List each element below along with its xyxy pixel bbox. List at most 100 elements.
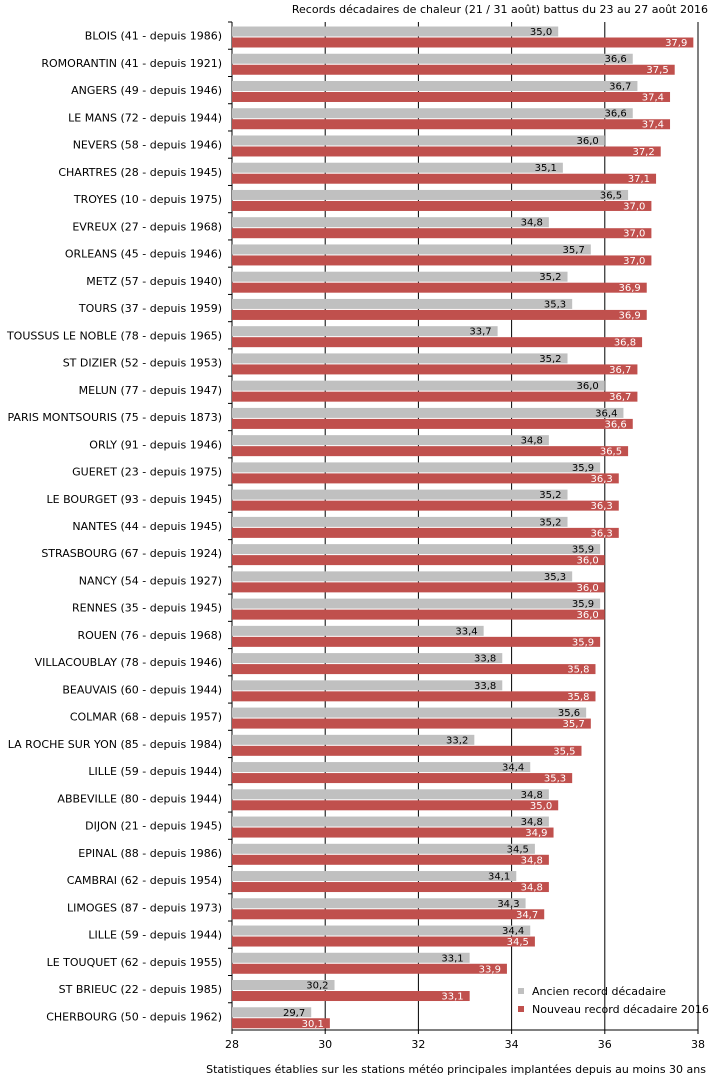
category-label: NANCY (54 - depuis 1927) [79,574,222,587]
category-label: ST BRIEUC (22 - depuis 1985) [59,983,222,996]
value-label-nouveau: 36,0 [577,610,599,621]
value-label-ancien: 35,3 [544,572,566,583]
category-label: CHARTRES (28 - depuis 1945) [58,166,222,179]
category-label: VILLACOUBLAY (78 - depuis 1946) [35,656,222,669]
value-label-ancien: 35,9 [572,599,594,610]
value-label-ancien: 35,1 [535,163,557,174]
value-label-nouveau: 34,5 [507,937,529,948]
value-label-nouveau: 36,3 [591,474,613,485]
bar-ancien-record [232,653,503,664]
category-label: RENNES (35 - depuis 1945) [72,602,222,615]
bar-nouveau-record [232,882,549,893]
value-label-nouveau: 37,0 [623,256,645,267]
bar-nouveau-record [232,827,554,838]
value-label-ancien: 33,4 [455,626,477,637]
value-label-ancien: 35,9 [572,545,594,556]
chart-title: Records décadaires de chaleur (21 / 31 a… [291,3,708,16]
bar-nouveau-record [232,582,605,593]
value-label-ancien: 34,1 [488,872,510,883]
x-tick-label: 28 [225,1038,239,1051]
bar-ancien-record [232,898,526,909]
category-label: ABBEVILLE (80 - depuis 1944) [57,792,222,805]
bar-ancien-record [232,516,568,527]
value-label-ancien: 33,1 [441,953,463,964]
value-label-ancien: 36,0 [577,381,599,392]
bar-nouveau-record [232,773,573,784]
bar-ancien-record [232,871,517,882]
bar-nouveau-record [232,173,657,184]
bar-nouveau-record [232,909,545,920]
bar-ancien-record [232,762,531,773]
category-label: LE TOUQUET (62 - depuis 1955) [47,956,222,969]
bar-nouveau-record [232,745,582,756]
bar-ancien-record [232,53,633,64]
value-label-ancien: 35,6 [558,708,580,719]
value-label-nouveau: 36,0 [577,583,599,594]
bar-nouveau-record [232,200,652,211]
category-label: TOUSSUS LE NOBLE (78 - depuis 1965) [6,329,222,342]
bar-ancien-record [232,298,573,309]
category-label: MELUN (77 - depuis 1947) [79,384,222,397]
bar-ancien-record [232,489,568,500]
bar-nouveau-record [232,527,619,538]
legend-label-nouveau: Nouveau record décadaire 2016 [532,1003,709,1016]
bar-nouveau-record [232,364,638,375]
value-label-ancien: 35,7 [563,245,585,256]
bar-ancien-record [232,244,591,255]
bar-ancien-record [232,980,335,991]
value-label-nouveau: 37,1 [628,174,650,185]
bar-nouveau-record [232,146,661,157]
category-label: LA ROCHE SUR YON (85 - depuis 1984) [8,738,222,751]
value-label-nouveau: 36,9 [618,283,640,294]
value-label-nouveau: 30,1 [302,1019,324,1030]
bar-ancien-record [232,162,563,173]
bar-nouveau-record [232,473,619,484]
category-label: TOURS (37 - depuis 1959) [78,302,222,315]
bar-ancien-record [232,189,629,200]
bar-ancien-record [232,80,638,91]
bar-ancien-record [232,462,601,473]
bar-nouveau-record [232,91,671,102]
value-label-nouveau: 37,2 [632,147,654,158]
bar-nouveau-record [232,282,647,293]
value-label-ancien: 34,8 [521,436,543,447]
category-label: LILLE (59 - depuis 1944) [88,929,222,942]
bar-ancien-record [232,271,568,282]
legend-label-ancien: Ancien record décadaire [532,985,666,998]
bar-nouveau-record [232,337,643,348]
value-label-nouveau: 34,8 [521,855,543,866]
category-label: GUERET (23 - depuis 1975) [72,466,222,479]
bar-nouveau-record [232,446,629,457]
x-tick-label: 30 [318,1038,332,1051]
value-label-nouveau: 35,8 [567,665,589,676]
category-label: CAMBRAI (62 - depuis 1954) [67,874,222,887]
value-label-ancien: 35,3 [544,299,566,310]
category-label: ORLEANS (45 - depuis 1946) [65,248,222,261]
value-label-nouveau: 36,3 [591,528,613,539]
bar-ancien-record [232,816,549,827]
category-label: ROMORANTIN (41 - depuis 1921) [41,57,222,70]
bar-nouveau-record [232,664,596,675]
bar-ancien-record [232,843,535,854]
value-label-nouveau: 37,5 [646,65,668,76]
value-label-ancien: 35,9 [572,463,594,474]
value-label-nouveau: 36,7 [609,392,631,403]
category-label: NANTES (44 - depuis 1945) [72,520,222,533]
bar-nouveau-record [232,609,605,620]
legend-swatch-nouveau [518,1006,524,1012]
category-label: EPINAL (88 - depuis 1986) [78,847,222,860]
value-label-nouveau: 36,6 [604,419,626,430]
bar-nouveau-record [232,37,694,48]
bar-ancien-record [232,326,498,337]
value-label-ancien: 34,4 [502,926,524,937]
bar-ancien-record [232,135,605,146]
category-label: STRASBOURG (67 - depuis 1924) [41,547,222,560]
value-label-nouveau: 35,9 [572,637,594,648]
value-label-nouveau: 34,9 [525,828,547,839]
bar-ancien-record [232,789,549,800]
bar-ancien-record [232,598,601,609]
value-label-nouveau: 35,7 [563,719,585,730]
bar-nouveau-record [232,963,507,974]
bar-ancien-record [232,1007,312,1018]
